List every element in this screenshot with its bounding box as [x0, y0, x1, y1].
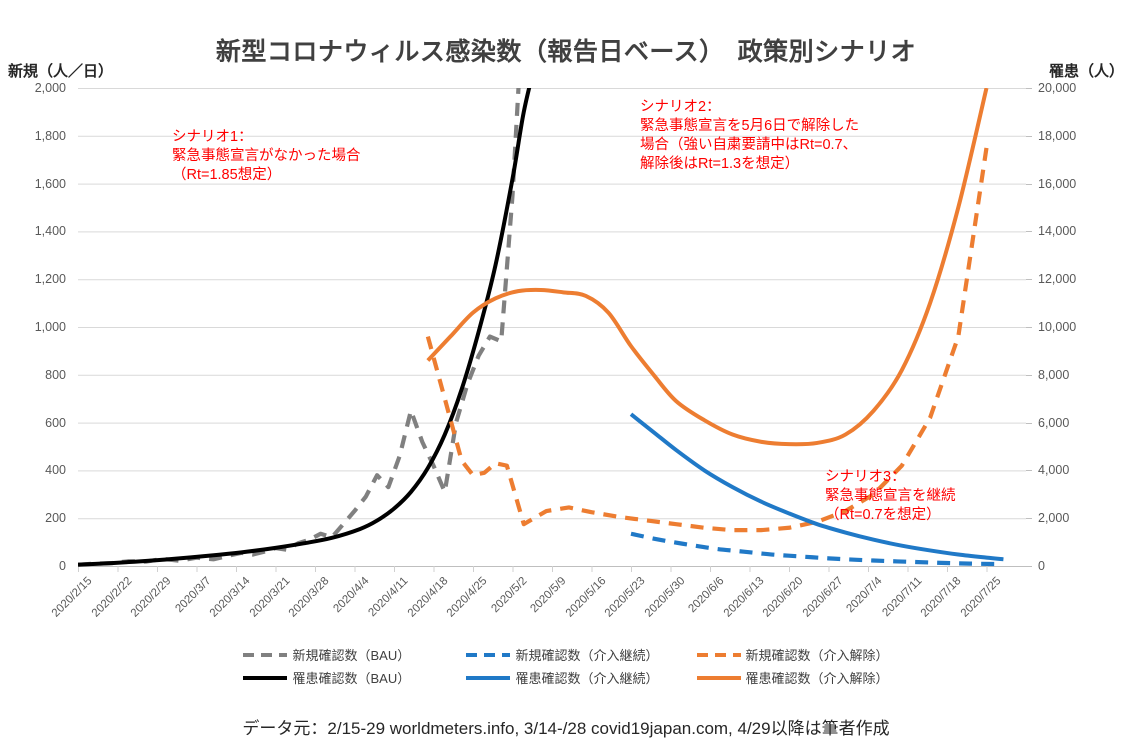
y-axis-right-tickmark — [1026, 279, 1032, 281]
legend-item[interactable]: 新規確認数（介入解除） — [696, 645, 889, 664]
y-axis-right-tick-label: 12,000 — [1038, 272, 1077, 287]
y-axis-left-tick-label: 1,800 — [34, 128, 66, 143]
y-axis-left-tick-label: 400 — [45, 463, 66, 478]
y-axis-right-tickmark — [1026, 470, 1032, 472]
y-axis-left-title: 新規（人／日） — [8, 63, 114, 80]
legend-swatch-icon — [466, 648, 511, 662]
legend-item[interactable]: 罹患確認数（BAU） — [243, 668, 428, 687]
y-axis-left-tick-label: 1,000 — [34, 320, 66, 334]
legend-item[interactable]: 新規確認数（BAU） — [243, 645, 428, 664]
y-axis-right-tick-label: 2,000 — [1038, 511, 1070, 526]
series-path — [629, 412, 1004, 562]
legend-item[interactable]: 罹患確認数（介入解除） — [696, 668, 889, 687]
chart-legend: 新規確認数（BAU） 新規確認数（介入継続） 新規確認数（介入解除） 罹患確認数（BA… — [0, 645, 1132, 687]
y-axis-left-tick-label: 0 — [59, 559, 66, 573]
y-axis-right-tick-label: 18,000 — [1038, 128, 1077, 143]
y-axis-right-tickmark — [1026, 422, 1032, 424]
y-axis-right-tick-label: 16,000 — [1038, 176, 1077, 191]
y-axis-right-title: 罹患（人） — [1048, 63, 1124, 80]
annotation-scenario-1: シナリオ1： 緊急事態宣言がなかった場合 （Rt=1.85想定） — [172, 129, 361, 184]
legend-swatch-icon — [696, 671, 741, 685]
legend-label: 罹患確認数（BAU） — [292, 671, 411, 686]
y-axis-left-tick-label: 1,200 — [34, 272, 66, 287]
legend-label: 新規確認数（BAU） — [292, 648, 411, 663]
series-path — [78, 88, 521, 567]
y-axis-left-tick-label: 800 — [45, 367, 66, 382]
y-axis-right-tick-label: 20,000 — [1038, 81, 1077, 95]
chart-title: 新型コロナウィルス感染数（報告日ベース） 政策別シナリオ — [215, 38, 917, 66]
y-axis-right-tickmark — [1026, 231, 1032, 233]
y-axis-left-tick-label: 200 — [45, 511, 66, 526]
y-axis-right-tickmark — [1026, 327, 1032, 328]
series-path — [78, 88, 532, 567]
y-axis-right-tick-label: 8,000 — [1038, 367, 1070, 382]
legend-item[interactable]: 罹患確認数（介入継続） — [466, 668, 659, 687]
y-axis-right-tickmark — [1026, 374, 1032, 376]
legend-label: 罹患確認数（介入継続） — [515, 671, 659, 686]
series-path — [630, 531, 998, 567]
y-axis-right-tick-label: 10,000 — [1038, 320, 1077, 334]
source-footnote: データ元：2/15-29 worldmeters.info, 3/14-/28 … — [242, 719, 890, 738]
legend-row: 新規確認数（BAU） 新規確認数（介入継続） 新規確認数（介入解除） — [243, 645, 889, 664]
legend-item[interactable]: 新規確認数（介入継続） — [466, 645, 659, 664]
y-axis-right-tickmark — [1026, 135, 1032, 137]
y-axis-right-tick-label: 0 — [1038, 559, 1045, 573]
plot-area — [78, 88, 1026, 572]
y-axis-left-tick-label: 600 — [45, 415, 66, 430]
series-path — [425, 147, 989, 533]
legend-label: 罹患確認数（介入解除） — [745, 671, 889, 686]
legend-swatch-icon — [696, 648, 741, 662]
legend-swatch-icon — [466, 671, 511, 685]
y-axis-left-tick-label: 1,400 — [34, 224, 66, 239]
y-axis-right-tick-label: 14,000 — [1038, 224, 1077, 239]
y-axis-left-tick-label: 2,000 — [34, 81, 66, 95]
legend-row: 罹患確認数（BAU） 罹患確認数（介入継続） 罹患確認数（介入解除） — [243, 668, 889, 687]
series-path — [426, 88, 989, 447]
y-axis-right-tickmark — [1026, 518, 1032, 520]
y-axis-right-tick-label: 6,000 — [1038, 415, 1070, 430]
series-layer — [78, 88, 1004, 567]
annotation-scenario-2: シナリオ2： 緊急事態宣言を5月6日で解除した 場合（強い自粛要請中はRt=0.… — [640, 99, 860, 173]
y-axis-left-tick-label: 1,600 — [34, 176, 66, 191]
y-axis-right-tickmark — [1026, 88, 1032, 89]
gridlines — [78, 88, 1026, 572]
legend-swatch-icon — [243, 671, 288, 685]
y-axis-right-tick-label: 4,000 — [1038, 463, 1070, 478]
legend-label: 新規確認数（介入継続） — [515, 648, 659, 663]
annotation-scenario-3: シナリオ3： 緊急事態宣言を継続 （Rt=0.7を想定） — [825, 469, 956, 524]
y-axis-right-tickmark — [1026, 566, 1032, 567]
y-axis-right-tickmark — [1026, 183, 1032, 185]
legend-swatch-icon — [243, 648, 288, 662]
legend-label: 新規確認数（介入解除） — [745, 648, 889, 663]
